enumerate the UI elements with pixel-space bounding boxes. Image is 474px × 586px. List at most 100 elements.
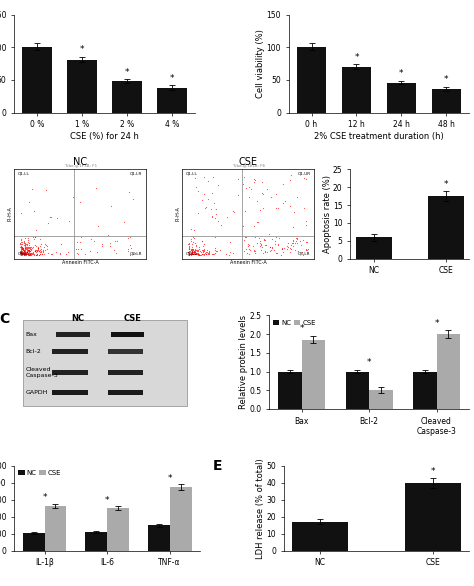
- Point: [18, 247, 26, 256]
- Point: [19, 243, 27, 252]
- Point: [240, 172, 248, 182]
- Point: [193, 250, 201, 259]
- Point: [17, 249, 25, 258]
- Point: [23, 244, 30, 254]
- Point: [111, 236, 119, 245]
- Point: [27, 250, 35, 259]
- Point: [280, 243, 288, 253]
- Point: [18, 244, 26, 254]
- Point: [36, 250, 44, 259]
- Point: [224, 213, 231, 222]
- Point: [36, 247, 43, 257]
- Point: [94, 222, 102, 231]
- Text: Q3-LL: Q3-LL: [186, 252, 198, 256]
- Point: [293, 192, 301, 202]
- Point: [37, 239, 45, 248]
- Point: [272, 190, 280, 199]
- Point: [21, 246, 29, 255]
- Point: [30, 234, 38, 244]
- Point: [19, 249, 27, 258]
- Text: *: *: [105, 496, 109, 505]
- Point: [25, 243, 32, 253]
- Point: [254, 197, 261, 206]
- Point: [104, 230, 112, 239]
- Point: [17, 242, 24, 251]
- Bar: [52, 349, 79, 355]
- Point: [20, 248, 28, 257]
- Point: [107, 239, 114, 248]
- Text: Tube-g-1b1b: F6: Tube-g-1b1b: F6: [232, 164, 265, 168]
- Point: [22, 247, 30, 257]
- Point: [210, 249, 217, 258]
- Point: [194, 250, 202, 259]
- Point: [245, 183, 253, 192]
- Point: [18, 237, 26, 247]
- Point: [258, 189, 265, 198]
- Text: NC: NC: [72, 314, 84, 323]
- Point: [32, 250, 40, 260]
- Point: [18, 247, 25, 256]
- Point: [30, 206, 37, 216]
- Point: [261, 241, 269, 250]
- Point: [86, 247, 94, 256]
- Point: [196, 247, 203, 256]
- Point: [192, 250, 200, 259]
- Bar: [404, 483, 461, 551]
- Point: [19, 247, 27, 257]
- Point: [272, 204, 280, 213]
- Bar: [85, 532, 107, 551]
- Point: [32, 226, 40, 235]
- Point: [25, 197, 33, 206]
- Point: [209, 212, 216, 222]
- Point: [65, 217, 73, 226]
- Point: [20, 237, 28, 247]
- Point: [190, 246, 197, 255]
- Point: [18, 247, 25, 257]
- Point: [289, 235, 297, 244]
- Point: [21, 248, 28, 257]
- Point: [278, 243, 286, 253]
- Point: [33, 247, 41, 256]
- Point: [17, 242, 24, 251]
- Point: [42, 186, 50, 195]
- Point: [293, 234, 301, 244]
- Point: [198, 249, 206, 258]
- Point: [205, 248, 213, 257]
- Point: [35, 243, 42, 253]
- Bar: [79, 370, 88, 375]
- Point: [31, 246, 38, 255]
- Point: [200, 250, 208, 259]
- Point: [286, 244, 293, 253]
- Point: [44, 219, 51, 228]
- Point: [73, 244, 80, 254]
- Point: [19, 248, 27, 258]
- Bar: [346, 372, 369, 409]
- Bar: [107, 508, 129, 551]
- Point: [265, 229, 273, 239]
- Point: [302, 244, 310, 254]
- Point: [24, 243, 31, 252]
- Point: [22, 242, 30, 251]
- X-axis label: 2% CSE treatment duration (h): 2% CSE treatment duration (h): [314, 132, 444, 141]
- Point: [185, 241, 192, 251]
- Point: [17, 237, 25, 247]
- Bar: [369, 390, 393, 409]
- Bar: [342, 67, 371, 113]
- X-axis label: Annexin FITC-A: Annexin FITC-A: [62, 260, 99, 265]
- Point: [185, 247, 192, 257]
- Point: [185, 248, 193, 257]
- X-axis label: CSE (%) for 24 h: CSE (%) for 24 h: [70, 132, 139, 141]
- Point: [28, 250, 36, 259]
- Y-axis label: Apoptosis rate (%): Apoptosis rate (%): [323, 175, 332, 253]
- Point: [22, 248, 30, 257]
- Point: [199, 246, 207, 255]
- Point: [234, 190, 242, 199]
- Point: [203, 245, 211, 254]
- Point: [25, 242, 33, 251]
- Point: [25, 246, 33, 255]
- Bar: [134, 349, 143, 355]
- Point: [127, 250, 134, 260]
- Point: [250, 174, 257, 183]
- Point: [36, 241, 44, 251]
- Point: [27, 250, 35, 260]
